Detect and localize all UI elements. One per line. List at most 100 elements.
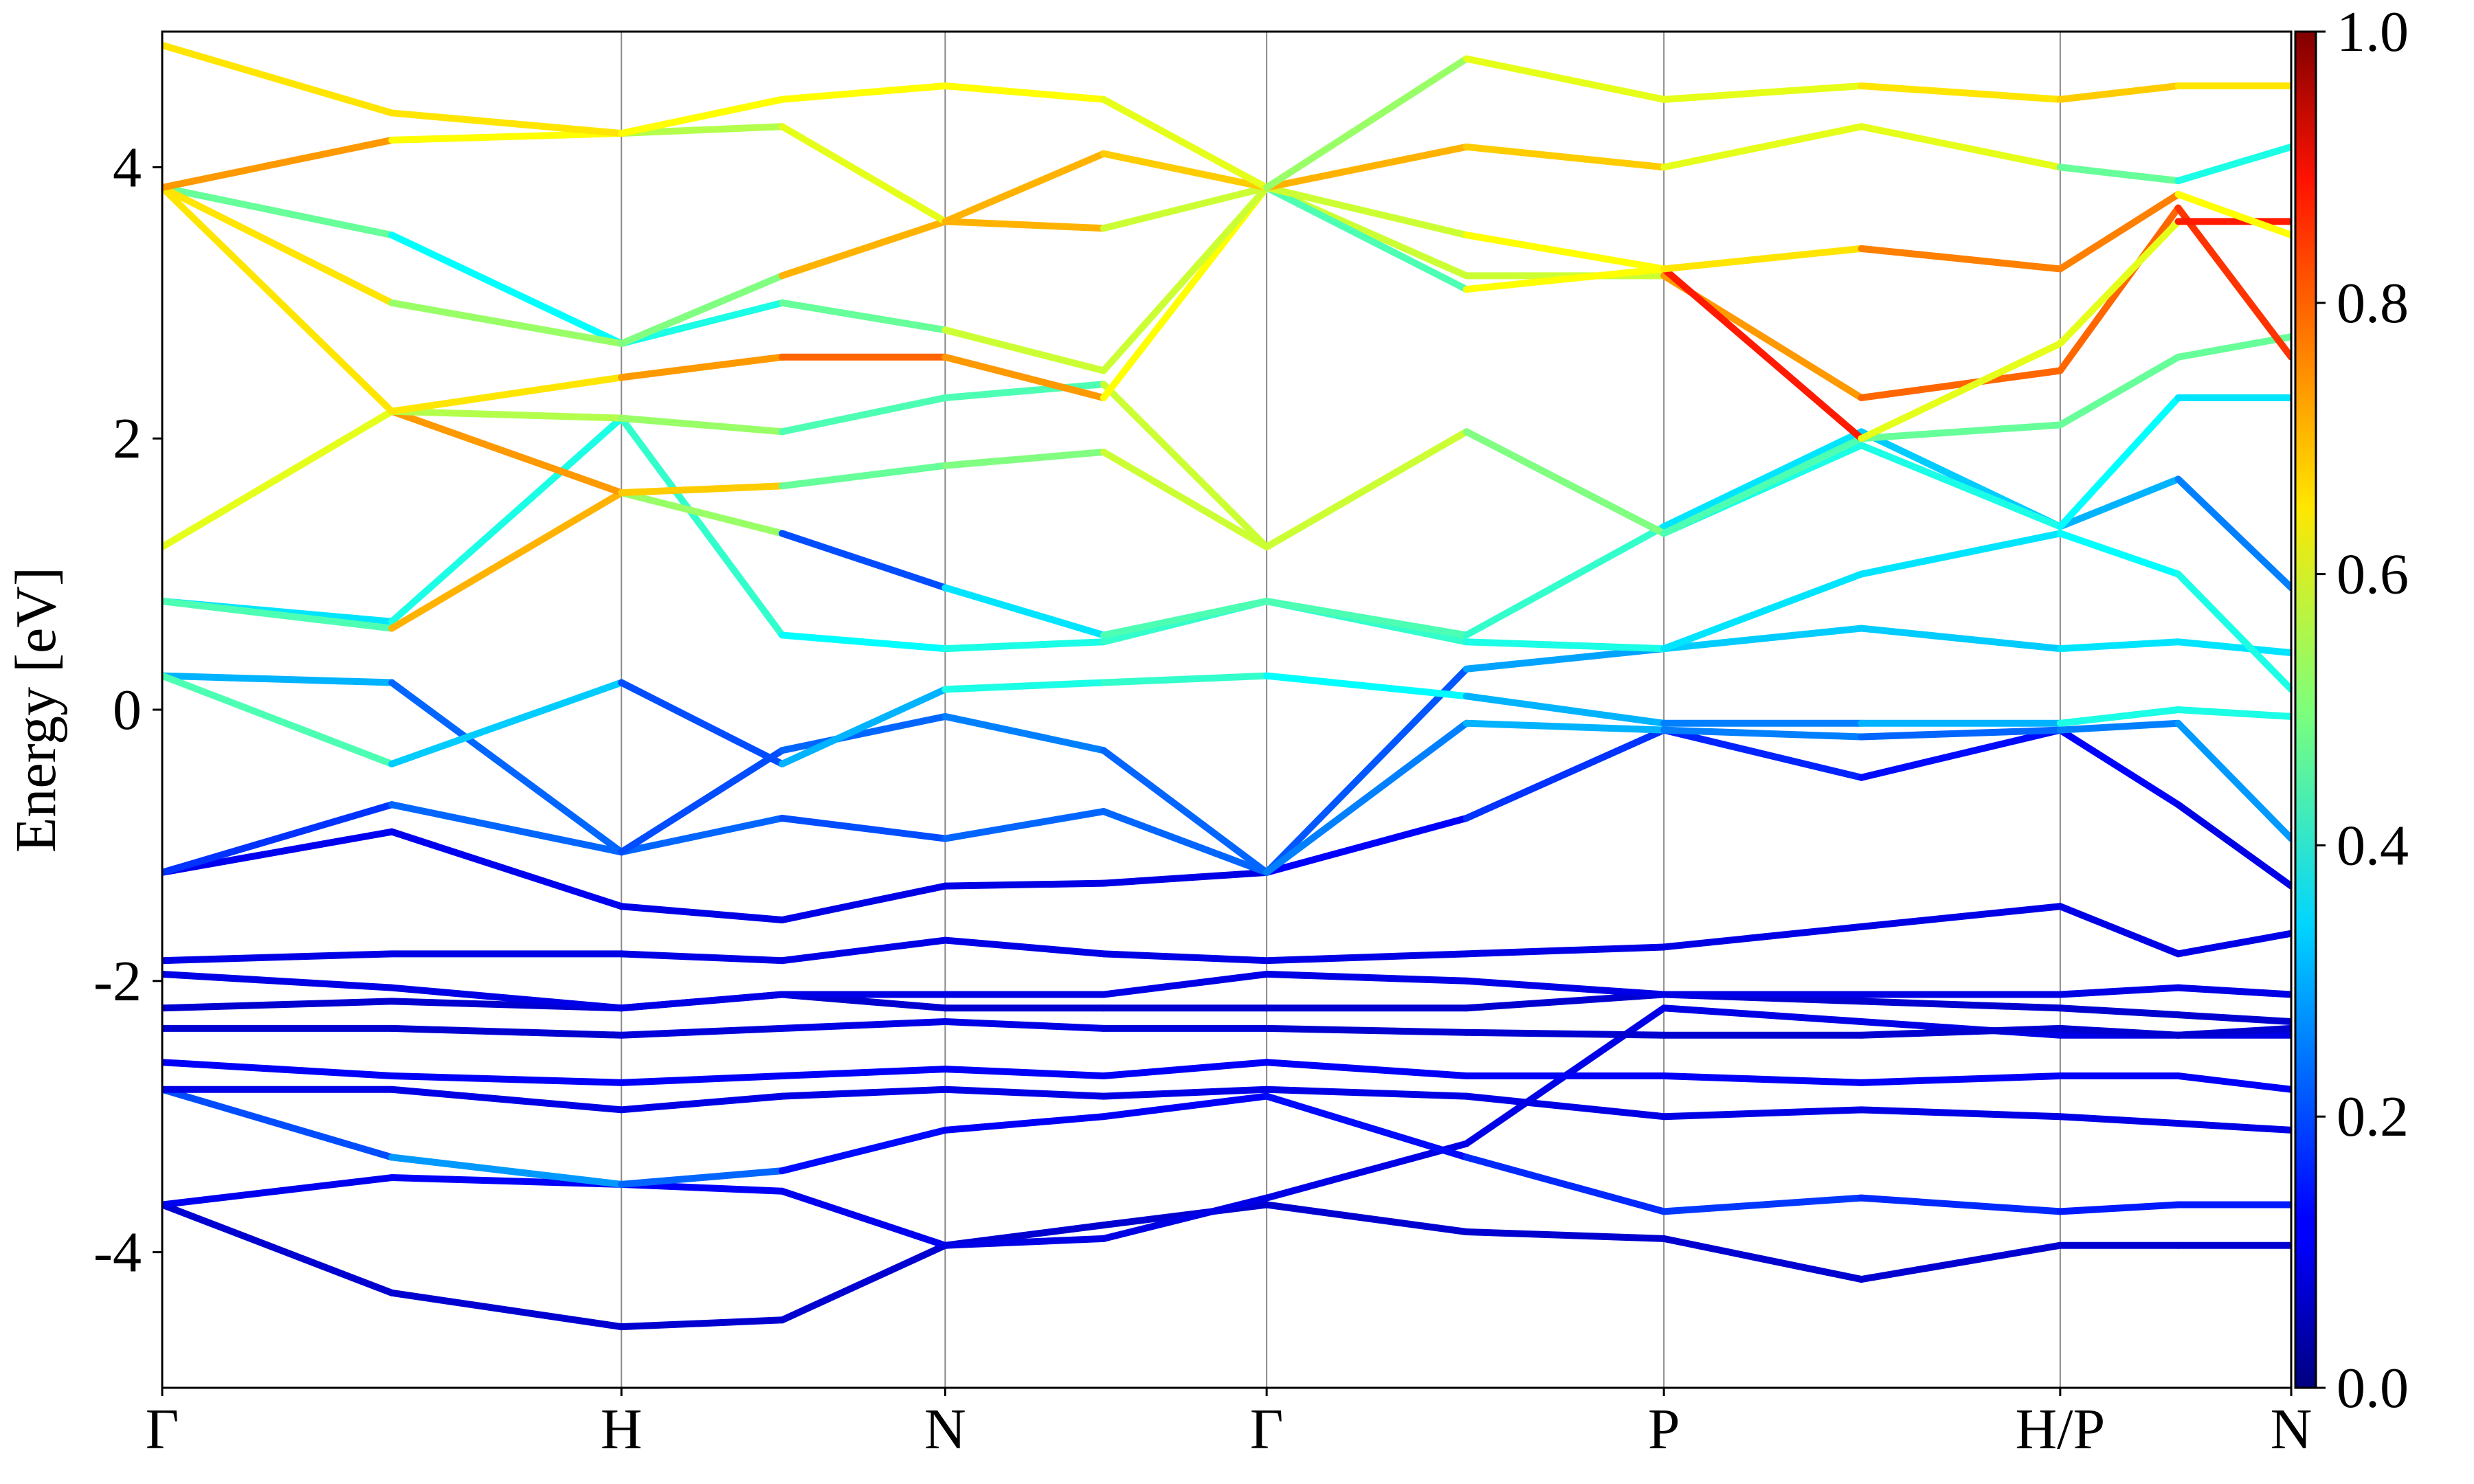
band-segment (2056, 164, 2182, 185)
band-segment (1858, 726, 2064, 781)
band-segment (1858, 903, 2064, 930)
band-segment (941, 1086, 1107, 1100)
band-segment (941, 150, 1107, 225)
band-segment (162, 598, 396, 632)
band-segment (1100, 448, 1271, 551)
band-segment (2174, 204, 2291, 361)
band-segment (2174, 190, 2291, 239)
band-segment (1858, 998, 2064, 1012)
band-segment (618, 679, 786, 767)
band-segment (618, 123, 786, 137)
band-segment (2056, 903, 2182, 958)
band-segment (1660, 726, 1865, 781)
band-segment (162, 1201, 396, 1296)
band-segment (1660, 1106, 1865, 1121)
band-segment (388, 489, 625, 632)
band-segment (1100, 1092, 1271, 1121)
band-segment (2056, 475, 2182, 530)
band-segment (779, 299, 949, 334)
band-segment (1858, 1194, 2064, 1215)
band-segment (1263, 719, 1470, 876)
band-segment (1462, 719, 1668, 734)
band-segment (2174, 1120, 2291, 1134)
bands (162, 41, 2291, 1331)
band-segment (1100, 868, 1271, 887)
band-segment (388, 1024, 625, 1039)
band-segment (618, 747, 786, 856)
band-segment (1660, 923, 1865, 951)
band-segment (1100, 150, 1271, 192)
x-tick-label: N (2271, 1397, 2313, 1461)
band-segment (1660, 435, 1865, 537)
band-segment (162, 828, 396, 876)
band-segment (162, 407, 396, 551)
y-tick-label: -2 (93, 949, 142, 1013)
band-segment (2056, 1004, 2182, 1019)
band-segment (2174, 333, 2291, 361)
band-segment (941, 353, 1107, 401)
band-segment (941, 1066, 1107, 1079)
band-segment (779, 814, 949, 842)
band-segment (1100, 1059, 1271, 1079)
band-segment (1100, 1086, 1271, 1100)
band-segment (388, 407, 625, 497)
band-segment (1660, 1004, 1865, 1026)
band-segment (1100, 970, 1271, 998)
band-segment (2174, 984, 2291, 998)
band-segment (388, 109, 625, 137)
band-segment (1263, 970, 1470, 985)
band-segment (1462, 143, 1668, 171)
band-segment (779, 686, 949, 767)
band-segment (2056, 218, 2182, 348)
y-tick-label: 0 (113, 678, 142, 742)
band-segment (618, 95, 786, 137)
band-segment (1462, 726, 1668, 822)
band-segment (2056, 530, 2182, 578)
band-segment (1100, 184, 1271, 232)
band-segment (779, 1187, 949, 1249)
y-tick-label: -4 (93, 1221, 142, 1285)
band-segment (1462, 265, 1668, 293)
x-tick-label: H/P (2016, 1397, 2106, 1461)
band-segment (618, 1072, 786, 1086)
band-segment (941, 82, 1107, 103)
band-segment (2056, 719, 2182, 734)
band-segment (941, 326, 1107, 374)
band-segment (779, 1066, 949, 1079)
band-segment (1263, 672, 1470, 700)
y-tick-label: 4 (113, 135, 142, 199)
band-segment (162, 672, 396, 767)
band-segment (388, 1154, 625, 1188)
band-segment (1660, 245, 1865, 273)
y-tick-label: 2 (113, 407, 142, 471)
band-segment (162, 801, 396, 876)
band-segment (618, 299, 786, 348)
band-segment (162, 41, 396, 117)
band-segment (162, 184, 396, 415)
band-segment (1462, 523, 1668, 639)
band-segment (1858, 442, 2064, 530)
band-segment (941, 936, 1107, 958)
band-segment (1462, 943, 1668, 958)
band-segment (162, 970, 396, 991)
band-segment (779, 936, 949, 965)
band-segment (779, 218, 949, 280)
ticks: Γ H N Γ P H/P N -4 -2 0 2 4 0.0 0.2 0.4 0.6 0.8 1.0 (93, 0, 2409, 1461)
band-segment (1462, 991, 1668, 1012)
colorbar (2294, 30, 2317, 1389)
band-segment (1100, 808, 1271, 876)
band-segment (2056, 394, 2182, 530)
band-segment (1858, 1024, 2064, 1039)
band-segment (618, 814, 786, 856)
band-segment (1263, 184, 1470, 239)
band-segment (1100, 1194, 1271, 1242)
band-segment (1858, 367, 2064, 401)
band-segment (2174, 638, 2291, 657)
band-segment (162, 184, 396, 306)
band-segment (1660, 1072, 1865, 1086)
band-segment (1263, 428, 1470, 551)
band-segment (1858, 1241, 2064, 1283)
band-segment (779, 631, 949, 653)
band-segment (618, 991, 786, 1012)
colorbar-tick-label: 0.0 (2337, 1356, 2409, 1420)
